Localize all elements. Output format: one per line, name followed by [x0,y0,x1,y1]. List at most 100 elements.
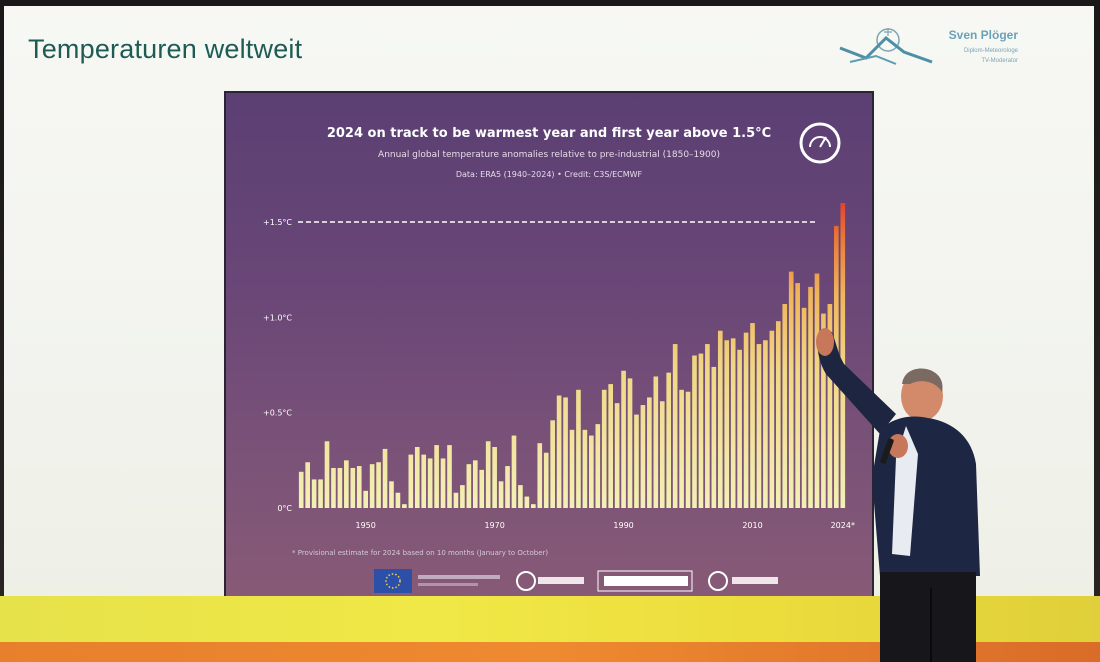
bar-2009 [743,332,749,509]
bar-1965 [460,485,465,509]
bar-1984 [582,429,588,508]
bar-1973 [511,435,517,508]
bar-2017 [795,283,800,508]
chart-subtitle: Annual global temperature anomalies rela… [378,150,720,160]
bar-1975 [524,496,530,508]
bar-1963 [447,445,452,508]
bar-1978 [543,452,549,508]
bar-1983 [576,389,581,508]
slide-title: Temperaturen weltweit [28,34,303,64]
mountain-logo-icon [839,28,933,65]
bar-1964 [453,492,459,508]
bar-1959 [421,454,427,509]
bar-2004 [711,366,717,508]
bar-2019 [808,286,813,508]
bar-2021 [821,313,826,508]
bar-2011 [756,344,762,508]
bar-1989 [614,403,620,508]
bar-2022 [827,304,833,508]
presenter-person [816,328,980,662]
bar-1961 [434,445,439,508]
bar-1998 [672,344,678,508]
bar-1979 [550,420,555,508]
bar-1971 [498,481,504,508]
bar-1960 [427,458,433,508]
bar-1941 [305,462,310,508]
bar-1955 [395,492,401,508]
bar-1977 [537,443,543,508]
y-tick-label-0: 0°C [277,504,292,513]
bar-1987 [601,389,607,508]
brand-subtitle-1: Diplom-Meteorologe [963,48,1018,54]
y-tick-label-3: +1.5°C [263,218,292,227]
bar-1990 [621,370,626,508]
bar-1945 [331,467,336,508]
bar-1969 [485,441,491,508]
bar-1956 [402,504,407,508]
x-tick-label-3: 2010 [742,521,762,530]
bar-1966 [466,464,472,508]
bar-1992 [634,414,639,508]
brand-name: Sven Plöger [948,28,1018,42]
bars-layer [298,203,846,509]
chart-title: 2024 on track to be warmest year and fir… [327,126,771,141]
bar-1999 [679,389,684,508]
y-tick-label-1: +0.5°C [263,409,292,418]
bar-1949 [356,466,362,508]
bar-2013 [769,330,775,508]
bar-2001 [692,355,697,508]
bar-1995 [653,376,659,508]
bar-1991 [627,378,633,509]
bar-2014 [775,321,781,508]
temperature-anomaly-chart: 0°C +0.5°C +1.0°C +1.5°C 1950 1970 1990 2010 202… [224,91,874,601]
bar-1970 [492,447,497,508]
presentation-slide: Temperaturen weltweit Sven Plöger Diplom… [4,6,1094,606]
bar-2010 [750,323,755,508]
bar-2003 [705,344,710,508]
x-tick-label-1: 1970 [484,521,504,530]
bar-1951 [369,464,375,508]
partner-logos [374,569,778,593]
bar-1957 [408,454,414,509]
x-tick-label-2: 1990 [613,521,633,530]
chart-footnote: * Provisional estimate for 2024 based on… [292,549,548,557]
bar-1968 [479,469,485,509]
bar-1954 [389,481,394,508]
bar-2015 [782,304,788,508]
bar-1972 [505,466,510,508]
bar-1986 [595,424,601,509]
bar-1962 [440,458,446,508]
bar-1948 [350,467,356,508]
bar-2002 [698,353,704,508]
bar-2000 [685,391,691,508]
bar-2018 [801,307,807,508]
bar-1953 [382,448,388,508]
stage-strip [0,642,1100,662]
bar-1974 [518,485,523,509]
brand-subtitle-2: TV-Moderator [981,58,1018,64]
bar-1994 [647,397,652,508]
bar-2008 [737,349,742,508]
bar-1996 [659,401,665,508]
bar-2005 [717,330,723,508]
x-tick-label-0: 1950 [356,521,376,530]
bar-1958 [414,447,420,508]
bar-1967 [472,460,478,508]
bar-1993 [640,405,646,508]
bar-2016 [788,271,794,508]
presenter-brand: Sven Plöger Diplom-Meteorologe TV-Modera… [816,16,1076,78]
bar-1985 [589,435,594,508]
x-tick-label-4: 2024* [831,521,855,530]
bar-2024 [840,203,846,508]
bar-2012 [763,340,768,508]
thermometer-logo-icon [799,122,841,164]
bar-1952 [376,462,381,508]
bar-2020 [814,273,820,508]
y-tick-label-2: +1.0°C [263,313,292,322]
bar-1950 [363,490,369,508]
bar-1942 [311,479,317,508]
axis-layer: 0°C +0.5°C +1.0°C +1.5°C 1950 1970 1990 2010 202… [263,218,855,530]
bar-1943 [318,479,323,508]
bar-2006 [724,340,730,508]
chart-source: Data: ERA5 (1940–2024) • Credit: C3S/ECM… [456,170,643,179]
